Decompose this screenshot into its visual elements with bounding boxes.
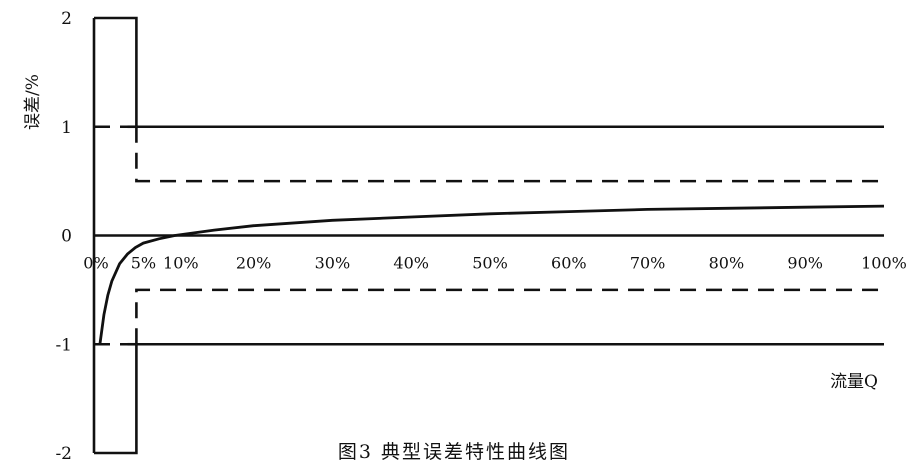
x-tick-label: 50%: [472, 254, 508, 273]
y-tick-label: -2: [55, 444, 72, 464]
x-tick-label: 60%: [551, 254, 587, 273]
x-tick-label: 80%: [709, 254, 745, 273]
y-tick-label: 1: [61, 118, 72, 138]
y-tick-label: 2: [61, 9, 72, 29]
chart-frame: [94, 18, 884, 453]
x-tick-label: 0%: [83, 254, 108, 273]
x-tick-label: 40%: [393, 254, 429, 273]
low-flow-upper-limit: [94, 18, 136, 127]
x-tick-label: 5%: [131, 254, 156, 273]
x-tick-label: 70%: [630, 254, 666, 273]
inner-lower-limit-line: [136, 290, 884, 344]
inner-upper-limit-line: [136, 127, 884, 181]
y-axis-label: 误差/%: [23, 74, 43, 130]
x-tick-label: 100%: [861, 254, 907, 273]
x-tick-label: 30%: [315, 254, 351, 273]
series-layer: [100, 206, 884, 344]
x-tick-label: 90%: [787, 254, 823, 273]
y-tick-label: 0: [61, 227, 72, 247]
x-axis-label: 流量Q: [830, 372, 878, 392]
x-tick-label: 10%: [163, 254, 199, 273]
x-tick-label: 20%: [236, 254, 272, 273]
figure-caption: 图3 典型误差特性曲线图: [338, 441, 570, 463]
low-flow-lower-limit: [94, 344, 136, 453]
error-curve: [100, 206, 884, 344]
y-tick-label: -1: [55, 335, 72, 355]
